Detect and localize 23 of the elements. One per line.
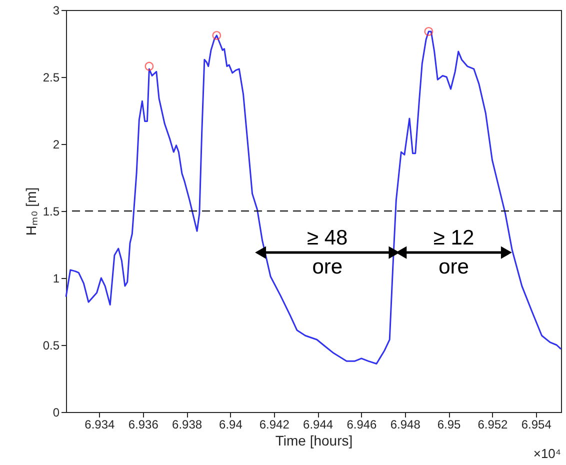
y-tick-label: 0 bbox=[52, 406, 60, 420]
y-tick-label: 3 bbox=[52, 4, 60, 18]
x-axis-title: Time [hours] bbox=[275, 432, 353, 448]
x-tick-label: 6.948 bbox=[390, 418, 421, 432]
annotation: ≥ 12 ore bbox=[433, 226, 474, 279]
x-tick-label: 6.94 bbox=[219, 418, 243, 432]
x-tick-label: 6.938 bbox=[172, 418, 202, 432]
y-tick-label: 1 bbox=[52, 272, 60, 286]
text: ×10⁴ bbox=[533, 446, 561, 461]
x-tick-label: 6.954 bbox=[521, 418, 552, 432]
x-tick-label: 6.936 bbox=[128, 418, 159, 432]
annotation: ≥ 48 ore bbox=[307, 226, 348, 279]
y-tick-label: 1.5 bbox=[42, 204, 60, 218]
y-axis-title: Hₘ₀ [m] bbox=[22, 187, 39, 236]
x-tick-label: 6.952 bbox=[478, 418, 508, 432]
y-tick-label: 2.5 bbox=[42, 70, 60, 84]
x-tick-label: 6.944 bbox=[303, 418, 334, 432]
x-tick-label: 6.942 bbox=[259, 418, 290, 432]
x-tick-label: 6.946 bbox=[346, 418, 378, 432]
x-tick-label: 6.95 bbox=[437, 418, 462, 432]
y-tick-label: 0.5 bbox=[42, 338, 60, 352]
y-tick-label: 2 bbox=[52, 138, 60, 152]
x-tick-label: 6.934 bbox=[84, 418, 116, 432]
